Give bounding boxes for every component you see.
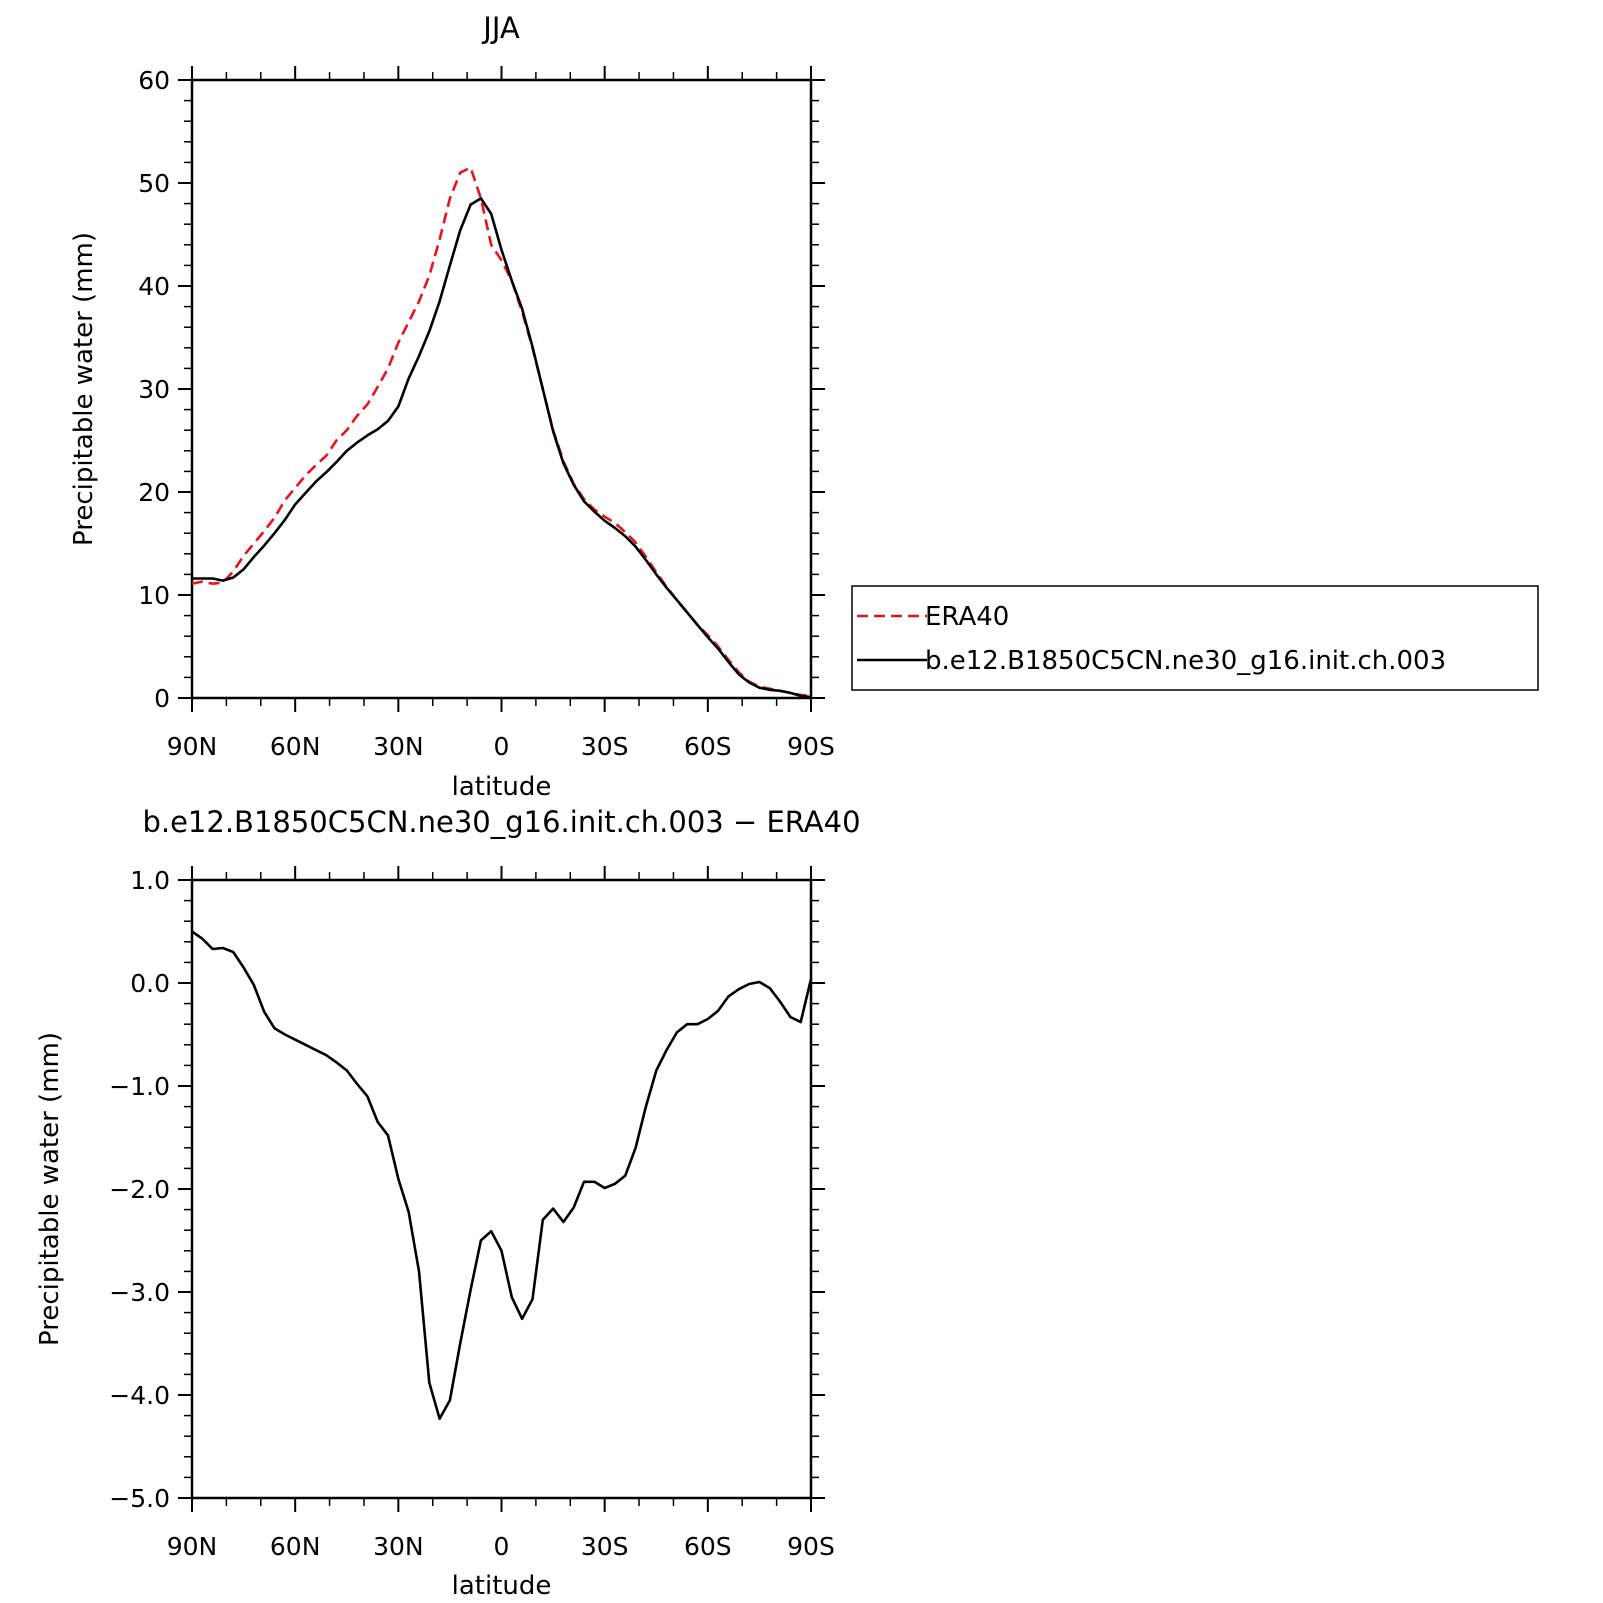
- x-tick-label: 60S: [684, 732, 732, 761]
- y-tick-label: 40: [138, 272, 170, 301]
- x-tick-label: 90S: [787, 732, 835, 761]
- y-tick-label: 20: [138, 478, 170, 507]
- x-tick-label: 0: [494, 1532, 510, 1561]
- x-tick-label: 90N: [167, 732, 218, 761]
- y-tick-label: 60: [138, 66, 170, 95]
- x-tick-label: 30N: [373, 1532, 424, 1561]
- y-tick-label: 0.0: [130, 969, 170, 998]
- x-axis-label: latitude: [452, 1571, 552, 1601]
- y-tick-label: −2.0: [109, 1175, 170, 1204]
- x-tick-label: 30S: [581, 732, 629, 761]
- chart-title: JJA: [481, 11, 520, 45]
- y-tick-label: −4.0: [109, 1381, 170, 1410]
- series-line-0: [191, 930, 813, 1420]
- plot-frame: [190, 78, 813, 700]
- legend-entry: b.e12.B1850C5CN.ne30_g16.init.ch.003: [925, 646, 1446, 676]
- x-tick-label: 30N: [373, 732, 424, 761]
- legend-box: [851, 585, 1539, 691]
- x-tick-label: 60N: [270, 1532, 321, 1561]
- y-tick-label: 1.0: [130, 866, 170, 895]
- y-tick-label: −3.0: [109, 1278, 170, 1307]
- y-axis-label: Precipitable water (mm): [69, 232, 99, 546]
- x-tick-label: 90S: [787, 1532, 835, 1561]
- difference-chart: b.e12.B1850C5CN.ne30_g16.init.ch.003 − E…: [35, 805, 861, 1601]
- y-tick-label: 30: [138, 375, 170, 404]
- y-tick-label: −5.0: [109, 1484, 170, 1513]
- jja-precipitable-water-chart: JJA 90N 60N 30N 0 30S 60S 90S 0 10 20 30 40 50 60 latit…: [69, 11, 835, 802]
- y-tick-label: 50: [138, 169, 170, 198]
- y-tick-label: −1.0: [109, 1072, 170, 1101]
- y-tick-label: 0: [154, 684, 170, 713]
- legend: ERA40 b.e12.B1850C5CN.ne30_g16.init.ch.00…: [851, 585, 1539, 691]
- x-tick-label: 0: [494, 732, 510, 761]
- x-axis-label: latitude: [452, 772, 552, 802]
- y-tick-label: 10: [138, 581, 170, 610]
- x-tick-label: 90N: [167, 1532, 218, 1561]
- series-line-1: [192, 197, 812, 699]
- x-tick-label: 30S: [581, 1532, 629, 1561]
- legend-entry: ERA40: [925, 602, 1009, 632]
- x-tick-label: 60N: [270, 732, 321, 761]
- x-tick-label: 60S: [684, 1532, 732, 1561]
- y-axis-label: Precipitable water (mm): [35, 1032, 65, 1346]
- plot-frame: [190, 878, 813, 1500]
- chart-title: b.e12.B1850C5CN.ne30_g16.init.ch.003 − E…: [142, 805, 860, 839]
